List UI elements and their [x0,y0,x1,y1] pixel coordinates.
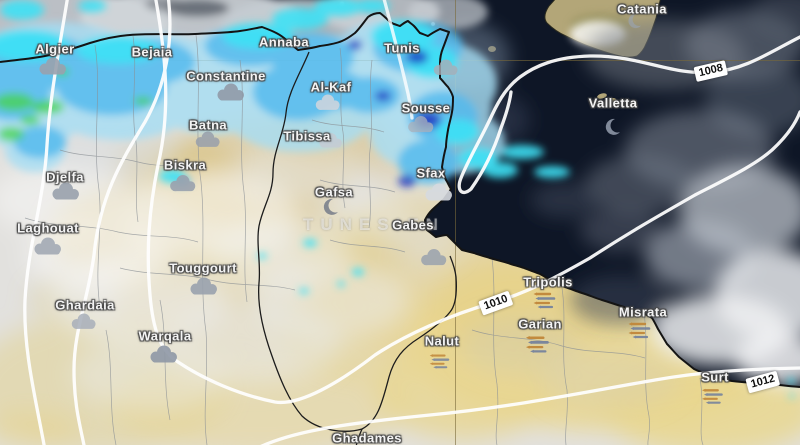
country-borders [257,51,457,445]
coastline [0,12,800,388]
admin-borders [24,34,704,445]
